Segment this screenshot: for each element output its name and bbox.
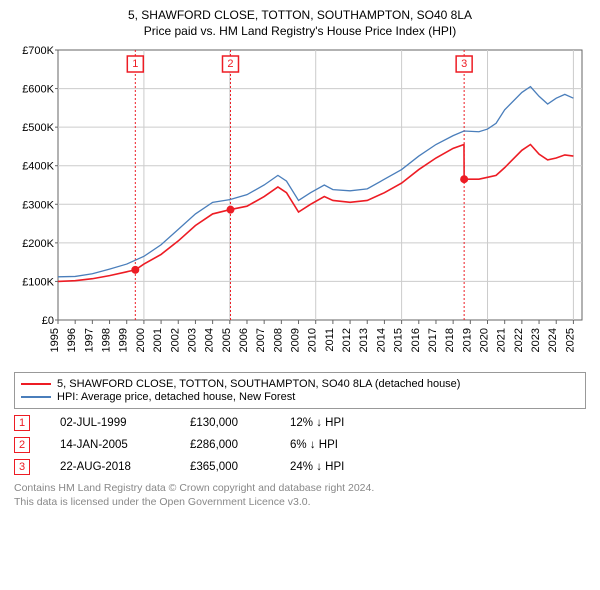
- transaction-table: 1 02-JUL-1999£130,00012% ↓ HPI 2 14-JAN-200…: [14, 415, 586, 475]
- footer-line: Contains HM Land Registry data © Crown c…: [14, 481, 586, 495]
- svg-text:£600K: £600K: [22, 84, 54, 96]
- transaction-row: 3 22-AUG-2018£365,00024% ↓ HPI: [14, 459, 586, 475]
- svg-text:1995: 1995: [49, 328, 61, 352]
- price-chart: £0 £100K £200K £300K £400K £500K £600K £700K 199…: [10, 44, 590, 364]
- page-subtitle: Price paid vs. HM Land Registry's House …: [10, 24, 590, 38]
- svg-text:2015: 2015: [393, 328, 405, 352]
- transaction-marker: 1: [14, 415, 30, 431]
- svg-text:2023: 2023: [530, 328, 542, 352]
- transaction-marker: 3: [14, 459, 30, 475]
- svg-text:2012: 2012: [341, 328, 353, 352]
- transaction-price: £286,000: [190, 439, 290, 451]
- svg-text:2009: 2009: [290, 328, 302, 352]
- svg-text:2: 2: [227, 58, 233, 70]
- transaction-hpi-delta: 6% ↓ HPI: [290, 439, 410, 451]
- svg-text:2006: 2006: [238, 328, 250, 352]
- svg-text:1996: 1996: [66, 328, 78, 352]
- svg-text:£300K: £300K: [22, 199, 54, 211]
- legend-box: 5, SHAWFORD CLOSE, TOTTON, SOUTHAMPTON, …: [14, 372, 586, 409]
- svg-text:£200K: £200K: [22, 238, 54, 250]
- svg-text:2014: 2014: [375, 328, 387, 352]
- svg-text:1999: 1999: [118, 328, 130, 352]
- svg-text:2017: 2017: [427, 328, 439, 352]
- svg-text:2013: 2013: [358, 328, 370, 352]
- svg-text:2018: 2018: [444, 328, 456, 352]
- svg-text:£0: £0: [42, 315, 54, 327]
- svg-text:2010: 2010: [307, 328, 319, 352]
- transaction-hpi-delta: 12% ↓ HPI: [290, 417, 410, 429]
- legend-item: HPI: Average price, detached house, New …: [21, 391, 579, 403]
- svg-text:2020: 2020: [479, 328, 491, 352]
- legend-swatch: [21, 383, 51, 385]
- svg-text:2016: 2016: [410, 328, 422, 352]
- svg-text:2005: 2005: [221, 328, 233, 352]
- svg-text:2024: 2024: [547, 328, 559, 352]
- footer-line: This data is licensed under the Open Gov…: [14, 495, 586, 509]
- transaction-date: 14-JAN-2005: [60, 439, 190, 451]
- svg-text:2001: 2001: [152, 328, 164, 352]
- svg-text:£500K: £500K: [22, 122, 54, 134]
- legend-swatch: [21, 396, 51, 398]
- svg-text:2025: 2025: [564, 328, 576, 352]
- svg-text:1: 1: [132, 58, 138, 70]
- legend-label: 5, SHAWFORD CLOSE, TOTTON, SOUTHAMPTON, …: [57, 378, 460, 390]
- transaction-date: 02-JUL-1999: [60, 417, 190, 429]
- page-title: 5, SHAWFORD CLOSE, TOTTON, SOUTHAMPTON, …: [10, 8, 590, 22]
- svg-text:2019: 2019: [461, 328, 473, 352]
- svg-text:2002: 2002: [169, 328, 181, 352]
- svg-text:2022: 2022: [513, 328, 525, 352]
- transaction-price: £130,000: [190, 417, 290, 429]
- svg-text:2008: 2008: [272, 328, 284, 352]
- svg-text:2021: 2021: [496, 328, 508, 352]
- svg-text:£100K: £100K: [22, 276, 54, 288]
- svg-text:2007: 2007: [255, 328, 267, 352]
- legend-label: HPI: Average price, detached house, New …: [57, 391, 295, 403]
- footer-attribution: Contains HM Land Registry data © Crown c…: [14, 481, 586, 509]
- svg-text:1997: 1997: [83, 328, 95, 352]
- svg-text:£700K: £700K: [22, 45, 54, 57]
- transaction-row: 2 14-JAN-2005£286,0006% ↓ HPI: [14, 437, 586, 453]
- transaction-date: 22-AUG-2018: [60, 461, 190, 473]
- svg-text:3: 3: [461, 58, 467, 70]
- legend-item: 5, SHAWFORD CLOSE, TOTTON, SOUTHAMPTON, …: [21, 378, 579, 390]
- chart-area: £0 £100K £200K £300K £400K £500K £600K £700K 199…: [10, 44, 590, 364]
- svg-text:£400K: £400K: [22, 161, 54, 173]
- transaction-marker: 2: [14, 437, 30, 453]
- transaction-price: £365,000: [190, 461, 290, 473]
- transaction-row: 1 02-JUL-1999£130,00012% ↓ HPI: [14, 415, 586, 431]
- svg-text:2004: 2004: [204, 328, 216, 352]
- svg-text:2003: 2003: [186, 328, 198, 352]
- page-root: 5, SHAWFORD CLOSE, TOTTON, SOUTHAMPTON, …: [0, 0, 600, 513]
- transaction-hpi-delta: 24% ↓ HPI: [290, 461, 410, 473]
- svg-text:1998: 1998: [101, 328, 113, 352]
- svg-text:2000: 2000: [135, 328, 147, 352]
- svg-text:2011: 2011: [324, 328, 336, 352]
